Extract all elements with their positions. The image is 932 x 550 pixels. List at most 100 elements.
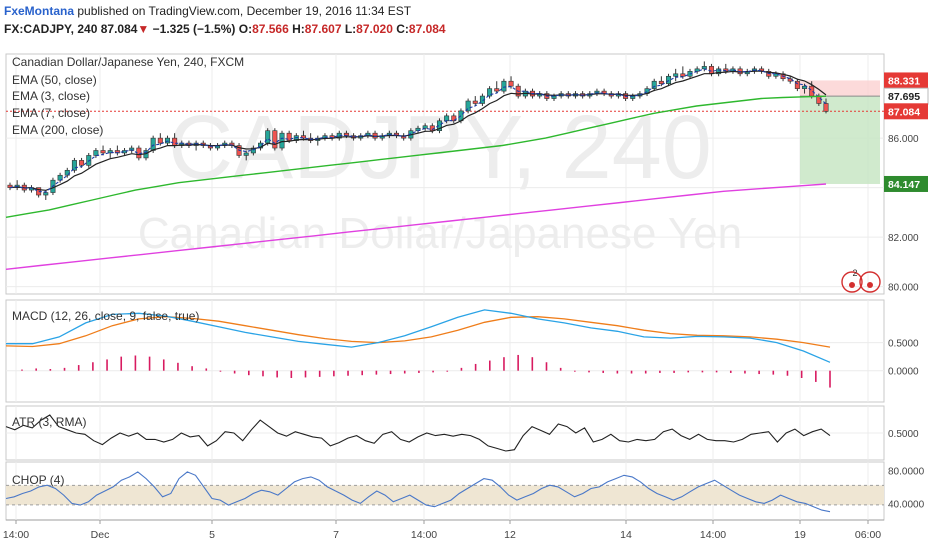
change-arrow: ▼: [137, 22, 150, 36]
price-label-text: 87.084: [888, 106, 920, 118]
low-label: L:: [344, 22, 357, 36]
price-label-box: [884, 103, 928, 120]
badge-circle-right: [859, 271, 881, 293]
macd-signal-line: [5, 316, 831, 348]
legend-ema50[interactable]: EMA (50, close): [12, 73, 97, 87]
candle-body: [293, 135, 299, 141]
time-axis-label: 5: [209, 529, 215, 541]
candle-body: [100, 150, 106, 154]
author-name[interactable]: FxeMontana: [4, 4, 75, 18]
candle-body: [673, 73, 679, 77]
last-price: 87.084: [100, 22, 138, 36]
candle-body: [666, 75, 672, 84]
stop-loss-zone: [800, 80, 880, 97]
time-axis-label: 06:00: [855, 529, 881, 541]
candle-body: [150, 137, 156, 151]
chop-line: [5, 471, 831, 513]
candle-body: [79, 160, 85, 166]
publisher-line: FxeMontana published on TradingView.com,…: [4, 4, 411, 18]
candle-body: [272, 130, 278, 149]
time-axis-label: 14:00: [411, 529, 437, 541]
candle-body: [451, 115, 457, 122]
pane-frame-macd: [5, 299, 885, 403]
candle-body: [508, 80, 514, 87]
candle-body: [651, 80, 657, 89]
candle-body: [694, 68, 700, 72]
candle-body: [494, 88, 500, 92]
price-change: −1.325 (−1.5%): [152, 22, 236, 36]
candle-body: [472, 100, 478, 104]
legend-ema200[interactable]: EMA (200, close): [12, 123, 103, 137]
candle-body: [487, 88, 493, 97]
candle-body: [71, 160, 77, 171]
candle-body: [809, 85, 815, 97]
candle-body: [265, 130, 271, 144]
candle-body: [816, 95, 822, 104]
watermark-symbol: CADJPY, 240: [168, 98, 712, 198]
chop-band: [6, 485, 884, 505]
candle-body: [372, 132, 378, 139]
badge-dot-right: [867, 282, 873, 288]
published-text: published on TradingView.com, December 1…: [77, 4, 412, 18]
close-value: 87.084: [408, 22, 446, 36]
high-label: H:: [292, 22, 305, 36]
price-label-box: [884, 72, 928, 89]
ema200-line: [5, 183, 827, 270]
time-axis-label: 12: [504, 529, 516, 541]
legend-ema7[interactable]: EMA (7, close): [12, 106, 90, 120]
events-badge[interactable]: 2: [841, 268, 881, 293]
low-value: 87.020: [356, 22, 393, 36]
candle-body: [286, 132, 292, 141]
badge-count: 2: [852, 268, 857, 278]
price-label-text: 84.147: [888, 179, 920, 191]
time-axis-label: 14:00: [700, 529, 726, 541]
open-value: 87.566: [252, 22, 289, 36]
price-tick: 82.000: [888, 233, 919, 244]
time-axis-label: 7: [333, 529, 339, 541]
chop-tick: 40.0000: [888, 499, 925, 510]
time-axis-label: Dec: [91, 529, 110, 541]
chop-title[interactable]: CHOP (4): [12, 473, 64, 487]
symbol-label: FX:CADJPY, 240: [4, 22, 98, 36]
candle-body: [658, 80, 664, 84]
watermark-name: Canadian Dollar/Japanese Yen: [138, 209, 742, 258]
candle-body: [465, 100, 471, 112]
atr-line: [5, 414, 831, 452]
ema7-line: [9, 70, 827, 191]
price-tick: 80.000: [888, 283, 919, 294]
atr-tick: 0.5000: [888, 429, 919, 440]
candle-body: [300, 135, 306, 139]
time-axis-label: 14: [620, 529, 632, 541]
candle-body: [422, 125, 428, 129]
candle-body: [802, 85, 808, 89]
pane-frame-price: [5, 53, 885, 295]
candle-body: [551, 95, 557, 99]
candle-body: [708, 66, 714, 75]
price-label-text: 88.331: [888, 75, 920, 87]
price-label-box: [884, 175, 928, 192]
legend-ema3[interactable]: EMA (3, close): [12, 89, 90, 103]
candle-body: [436, 120, 442, 132]
ema3-line: [9, 68, 827, 193]
candle-body: [93, 150, 99, 156]
profit-target-zone: [800, 96, 880, 184]
macd-title[interactable]: MACD (12, 26, close, 9, false, true): [12, 309, 199, 323]
candle-body: [794, 80, 800, 89]
candle-body: [680, 73, 686, 77]
candle-body: [501, 80, 507, 92]
macd-tick: 0.0000: [888, 367, 919, 378]
main-chart-title: Canadian Dollar/Japanese Yen, 240, FXCM: [12, 55, 244, 69]
atr-title[interactable]: ATR (3, RMA): [12, 415, 86, 429]
candle-body: [243, 152, 249, 156]
close-label: C:: [396, 22, 409, 36]
macd-tick: 0.5000: [888, 339, 919, 350]
candle-body: [279, 132, 285, 149]
open-label: O:: [238, 22, 253, 36]
chop-tick: 80.0000: [888, 466, 925, 477]
candle-body: [716, 68, 722, 75]
time-axis-label: 19: [794, 529, 806, 541]
candle-body: [823, 103, 829, 112]
candle-body: [172, 137, 178, 146]
time-axis-label: 14:00: [3, 529, 29, 541]
